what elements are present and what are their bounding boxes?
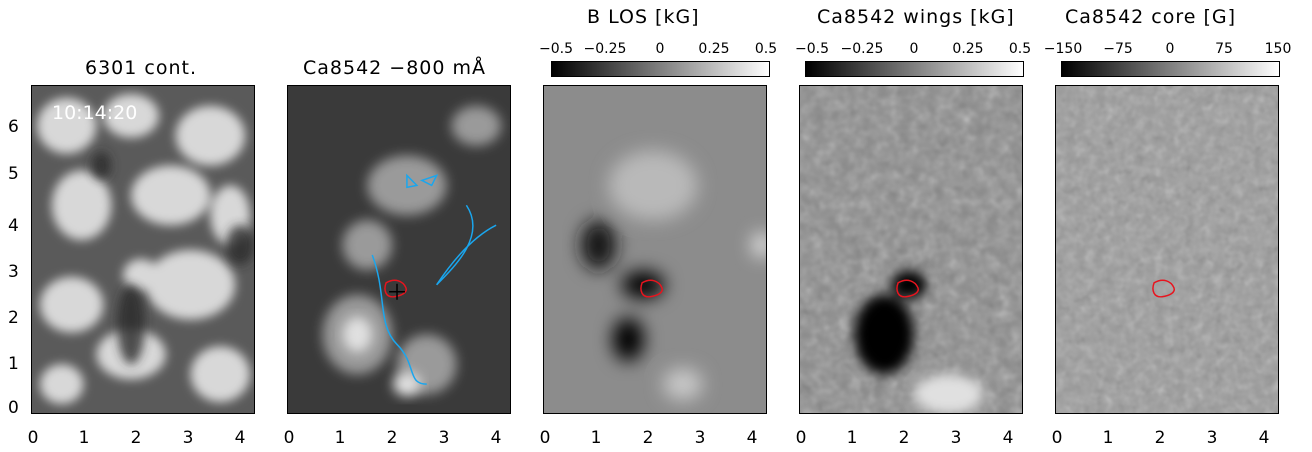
cbar-label: 0 [655, 41, 665, 57]
cbar-label: −0.5 [539, 41, 573, 57]
cbar-label: −150 [1043, 41, 1083, 57]
x-tick: 0 [283, 428, 295, 448]
panel-title: Ca8542 wings [kG] [817, 6, 1015, 28]
cbar-label: 75 [1215, 41, 1233, 57]
panel-title: Ca8542 −800 mÅ [303, 57, 487, 79]
x-tick: 2 [898, 428, 910, 448]
x-tick: 1 [334, 428, 346, 448]
x-tick: 3 [694, 428, 706, 448]
x-tick: 2 [386, 428, 398, 448]
cbar-label: −0.5 [795, 41, 829, 57]
x-tick: 0 [795, 428, 807, 448]
cbar-label: 150 [1264, 41, 1292, 57]
x-tick: 2 [130, 428, 142, 448]
continuum-image [31, 85, 255, 414]
y-tick-6: 6 [8, 117, 19, 137]
x-tick: 4 [1258, 428, 1270, 448]
cbar-label: −75 [1103, 41, 1133, 57]
y-tick-3: 3 [8, 262, 19, 282]
y-tick-1: 1 [8, 354, 19, 374]
cbar-label: 0.5 [754, 41, 778, 57]
cbar-label: 0 [909, 41, 919, 57]
x-tick: 3 [1206, 428, 1218, 448]
cbar-label: 0.25 [698, 41, 730, 57]
wings-image [799, 85, 1023, 414]
cbar-label: −0.25 [840, 41, 884, 57]
x-tick: 3 [950, 428, 962, 448]
timestamp: 10:14:20 [52, 102, 138, 124]
blos-image [543, 85, 767, 414]
ca-wing-image [287, 85, 511, 414]
core-colorbar [1061, 61, 1280, 77]
panel-title: 6301 cont. [85, 57, 197, 79]
cbar-label: 0.5 [1008, 41, 1032, 57]
cbar-label: 0.25 [952, 41, 984, 57]
wings-colorbar [805, 61, 1024, 77]
core-image [1055, 85, 1279, 414]
cbar-label: 0 [1165, 41, 1175, 57]
y-tick-5: 5 [8, 164, 19, 184]
x-tick: 2 [642, 428, 654, 448]
x-tick: 4 [490, 428, 502, 448]
x-tick: 0 [539, 428, 551, 448]
x-tick: 0 [1051, 428, 1063, 448]
blos-colorbar [551, 61, 770, 77]
x-tick: 1 [78, 428, 90, 448]
x-tick: 3 [438, 428, 450, 448]
x-tick: 4 [746, 428, 758, 448]
panel-title: Ca8542 core [G] [1065, 6, 1237, 28]
y-tick-2: 2 [8, 308, 19, 328]
y-tick-0: 0 [8, 398, 19, 418]
x-tick: 1 [590, 428, 602, 448]
panel-title: B LOS [kG] [587, 6, 700, 28]
x-tick: 0 [27, 428, 39, 448]
cbar-label: −0.25 [583, 41, 627, 57]
x-tick: 2 [1154, 428, 1166, 448]
blue-contours [371, 173, 497, 385]
y-tick-4: 4 [8, 216, 19, 236]
x-tick: 4 [1002, 428, 1014, 448]
x-tick: 1 [1102, 428, 1114, 448]
x-tick: 1 [846, 428, 858, 448]
x-tick: 4 [234, 428, 246, 448]
x-tick: 3 [182, 428, 194, 448]
